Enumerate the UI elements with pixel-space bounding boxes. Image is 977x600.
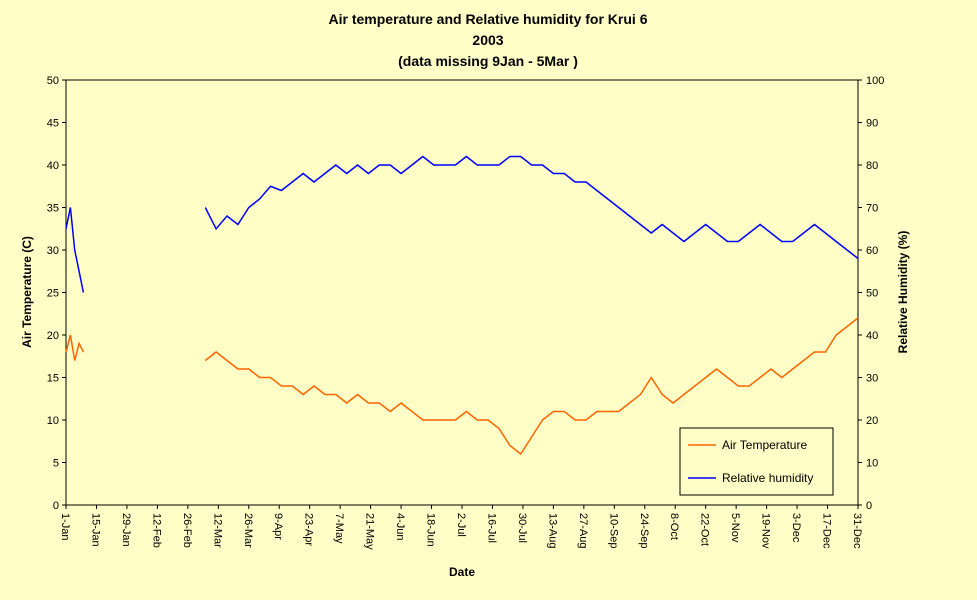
y-right-tick-label: 0 — [866, 500, 872, 512]
y-axis-right-title: Relative Humidity (%) — [896, 231, 910, 354]
x-tick-label: 23-Apr — [303, 513, 315, 546]
y-right-tick-label: 30 — [866, 373, 878, 385]
x-tick-label: 31-Dec — [851, 513, 863, 549]
x-tick-label: 3-Dec — [790, 513, 802, 543]
y-left-tick-label: 45 — [47, 118, 59, 130]
legend-label-relative-humidity: Relative humidity — [722, 471, 813, 485]
x-tick-label: 22-Oct — [699, 513, 711, 546]
x-tick-label: 17-Dec — [821, 513, 833, 549]
x-tick-label: 12-Mar — [211, 513, 223, 548]
y-right-tick-label: 100 — [866, 75, 884, 87]
y-right-tick-label: 20 — [866, 415, 878, 427]
series-line-air-temperature-1 — [65, 334, 85, 361]
x-tick-label: 2-Jul — [455, 513, 467, 537]
x-tick-label: 15-Jan — [90, 513, 102, 547]
y-left-tick-label: 10 — [47, 415, 59, 427]
y-left-tick-label: 20 — [47, 330, 59, 342]
y-left-tick-label: 30 — [47, 245, 59, 257]
y-left-tick-label: 15 — [47, 373, 59, 385]
x-tick-label: 10-Sep — [607, 513, 619, 548]
x-tick-label: 5-Nov — [729, 513, 741, 543]
y-left-tick-label: 40 — [47, 160, 59, 172]
x-tick-label: 29-Jan — [120, 513, 132, 547]
y-right-tick-label: 90 — [866, 118, 878, 130]
y-right-tick-label: 60 — [866, 245, 878, 257]
y-left-tick-label: 35 — [47, 203, 59, 215]
series-line-relative-humidity-1 — [65, 207, 85, 293]
chart-title-line-2: 2003 — [472, 32, 503, 48]
x-tick-label: 1-Jan — [59, 513, 71, 541]
x-tick-label: 26-Feb — [181, 513, 193, 548]
legend-box — [679, 427, 834, 496]
y-right-tick-label: 10 — [866, 458, 878, 470]
x-tick-label: 12-Feb — [150, 513, 162, 548]
x-tick-label: 21-May — [364, 513, 376, 550]
x-tick-label: 18-Jun — [425, 513, 437, 547]
y-right-tick-label: 70 — [866, 203, 878, 215]
y-left-tick-label: 50 — [47, 75, 59, 87]
left-axis-ticks: 0 5 10 15 20 25 30 35 40 45 50 — [47, 75, 66, 512]
x-tick-label: 8-Oct — [668, 513, 680, 540]
y-right-tick-label: 50 — [866, 288, 878, 300]
legend-label-air-temperature: Air Temperature — [722, 438, 807, 452]
x-axis-ticks: 1-Jan 15-Jan 29-Jan 12-Feb 26-Feb 12-Mar 26-Ma… — [59, 505, 863, 550]
chart-title-line-1: Air temperature and Relative humidity fo… — [329, 11, 648, 27]
x-tick-label: 13-Aug — [546, 513, 558, 548]
y-right-tick-label: 80 — [866, 160, 878, 172]
x-tick-label: 4-Jun — [394, 513, 406, 541]
series-line-air-temperature-2 — [204, 317, 859, 456]
x-tick-label: 30-Jul — [516, 513, 528, 543]
y-left-tick-label: 0 — [53, 500, 59, 512]
right-axis-ticks: 0 10 20 30 40 50 60 70 80 90 100 — [858, 75, 884, 512]
x-axis-title: Date — [449, 565, 475, 579]
x-tick-label: 24-Sep — [638, 513, 650, 548]
y-axis-left-title: Air Temperature (C) — [20, 236, 34, 348]
legend: Air Temperature Relative humidity — [679, 427, 834, 496]
series-layer — [65, 155, 859, 456]
x-tick-label: 26-Mar — [242, 513, 254, 548]
y-left-tick-label: 5 — [53, 458, 59, 470]
x-tick-label: 9-Apr — [272, 513, 284, 540]
x-tick-label: 27-Aug — [577, 513, 589, 548]
y-right-tick-label: 40 — [866, 330, 878, 342]
x-tick-label: 16-Jul — [486, 513, 498, 543]
x-tick-label: 19-Nov — [760, 513, 772, 549]
chart-title-line-3: (data missing 9Jan - 5Mar ) — [398, 53, 578, 69]
y-left-tick-label: 25 — [47, 288, 59, 300]
x-tick-label: 7-May — [333, 513, 345, 544]
series-line-relative-humidity-2 — [204, 155, 859, 260]
